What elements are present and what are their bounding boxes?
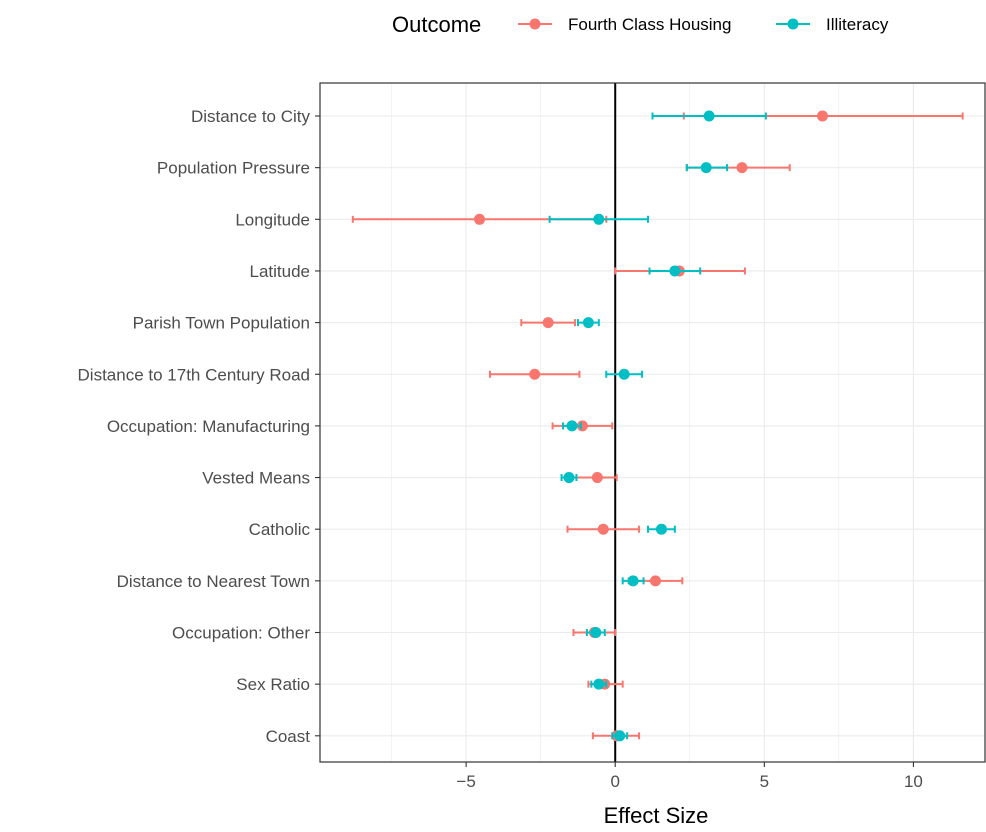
y-tick-label: Sex Ratio (236, 675, 310, 694)
point-estimate (700, 162, 712, 174)
y-tick-label: Coast (266, 727, 311, 746)
point-estimate (669, 265, 681, 277)
y-tick-label: Parish Town Population (133, 314, 310, 333)
y-tick-label: Catholic (249, 520, 311, 539)
point-estimate (529, 368, 541, 380)
point-estimate (703, 110, 715, 122)
legend-item: Fourth Class Housing (518, 15, 731, 34)
legend: Outcome Fourth Class Housing Illiteracy (392, 12, 889, 37)
y-tick-label: Distance to Nearest Town (117, 572, 310, 591)
x-axis-title: Effect Size (604, 803, 709, 828)
y-tick-label: Distance to City (191, 107, 311, 126)
point-estimate (590, 627, 602, 638)
plot-panel (319, 82, 986, 763)
point-estimate (542, 317, 554, 329)
y-axis: Distance to City Population Pressure Longi… (78, 107, 320, 746)
x-tick-label: 5 (760, 772, 769, 791)
legend-title: Outcome (392, 12, 481, 37)
y-tick-label: Population Pressure (157, 159, 310, 178)
x-tick-label: −5 (456, 772, 475, 791)
point-estimate (618, 368, 630, 380)
legend-label: Illiteracy (826, 15, 889, 34)
point-estimate (649, 575, 661, 587)
point-estimate (593, 678, 605, 690)
y-tick-label: Occupation: Other (172, 624, 310, 643)
legend-items: Fourth Class Housing Illiteracy (518, 15, 889, 34)
point-estimate (593, 213, 605, 225)
data-marks (351, 110, 964, 742)
y-tick-label: Latitude (250, 262, 311, 281)
point-estimate (566, 420, 578, 432)
point-estimate (736, 162, 748, 174)
point-estimate (563, 472, 575, 484)
y-tick-label: Distance to 17th Century Road (78, 365, 310, 384)
y-tick-label: Longitude (235, 210, 310, 229)
legend-label: Fourth Class Housing (568, 15, 731, 34)
y-tick-label: Occupation: Manufacturing (107, 417, 310, 436)
point-estimate (591, 472, 603, 484)
x-tick-label: 0 (610, 772, 619, 791)
point-estimate (655, 523, 667, 535)
y-tick-label: Vested Means (202, 469, 310, 488)
x-tick-label: 10 (904, 772, 923, 791)
point-estimate (614, 730, 626, 742)
panel-border (319, 82, 986, 763)
legend-key-point (787, 18, 799, 30)
panel-background (320, 83, 985, 762)
point-estimate (576, 420, 588, 432)
point-estimate (597, 523, 609, 535)
x-axis: −5 0 5 10 (456, 762, 923, 791)
legend-item: Illiteracy (776, 15, 889, 34)
point-estimate (627, 575, 639, 587)
point-estimate (582, 317, 594, 329)
series-illiteracy (548, 110, 767, 742)
point-estimate (816, 110, 828, 122)
point-estimate (474, 213, 486, 225)
legend-key-point (529, 18, 541, 30)
